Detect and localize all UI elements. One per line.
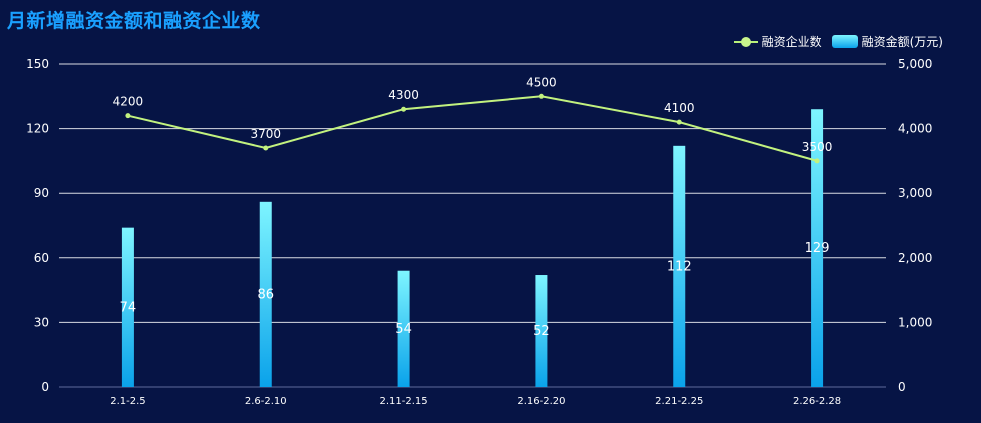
line-point (125, 113, 131, 119)
y-left-tick-label: 0 (41, 380, 49, 394)
x-tick-label: 2.16-2.20 (517, 396, 565, 407)
y-right-tick-label: 1,000 (898, 315, 932, 329)
y-left-tick-label: 90 (34, 186, 49, 200)
chart-title: 月新增融资金额和融资企业数 (7, 10, 261, 32)
y-left-tick-label: 30 (34, 315, 49, 329)
legend-bar-icon (831, 35, 858, 48)
bar (121, 227, 134, 387)
line-value-label: 4200 (113, 95, 144, 109)
line-layer (125, 93, 820, 164)
bar-value-label: 112 (667, 259, 692, 274)
bar (397, 270, 410, 387)
line-value-label: 4100 (664, 101, 695, 115)
x-tick-label: 2.11-2.15 (380, 396, 428, 407)
bar-value-label: 86 (257, 287, 274, 302)
y-left-tick-label: 120 (26, 122, 49, 136)
line-point (676, 119, 682, 125)
legend: 融资企业数 融资金额(万元) (733, 33, 943, 50)
bar-layer (121, 109, 824, 387)
line-value-label: 3500 (802, 140, 833, 154)
line-value-label: 4500 (526, 75, 557, 89)
x-tick-label: 2.6-2.10 (245, 396, 287, 407)
line-value-label: 4300 (388, 88, 419, 102)
grid-layer (59, 63, 886, 388)
y-right-tick-label: 0 (898, 380, 906, 394)
line-point (263, 145, 269, 151)
legend-item-line[interactable]: 融资企业数 (733, 33, 822, 50)
line-value-label: 3700 (250, 127, 281, 141)
y-right-tick-label: 5,000 (898, 57, 932, 71)
bar-value-label: 74 (120, 300, 137, 315)
y-left-tick-label: 150 (26, 57, 49, 71)
legend-line-label: 融资企业数 (761, 35, 822, 49)
y-left-tick-label: 60 (34, 251, 49, 265)
y-right-tick-label: 3,000 (898, 186, 932, 200)
y-right-tick-label: 2,000 (898, 251, 932, 265)
bar-value-label: 129 (805, 241, 830, 256)
bar (259, 201, 272, 387)
legend-line-icon (733, 36, 758, 47)
x-tick-label: 2.21-2.25 (655, 396, 703, 407)
bar-value-label: 54 (395, 322, 412, 337)
line-point (401, 106, 407, 112)
bar-value-label: 52 (533, 324, 550, 339)
y-right-tick-label: 4,000 (898, 122, 932, 136)
legend-item-bar[interactable]: 融资金额(万元) (831, 33, 943, 50)
bar (535, 275, 548, 387)
line-point (814, 158, 820, 164)
bar (673, 145, 686, 387)
label-layer: 0 0 30 1,000 60 2,000 90 3,000 120 4,000 150 5,000 2… (26, 57, 932, 407)
legend-bar-label: 融资金额(万元) (861, 35, 943, 49)
x-tick-label: 2.26-2.28 (793, 396, 841, 407)
line-point (538, 93, 544, 99)
x-tick-label: 2.1-2.5 (110, 396, 145, 407)
line-series (127, 95, 818, 162)
bar (811, 109, 824, 387)
